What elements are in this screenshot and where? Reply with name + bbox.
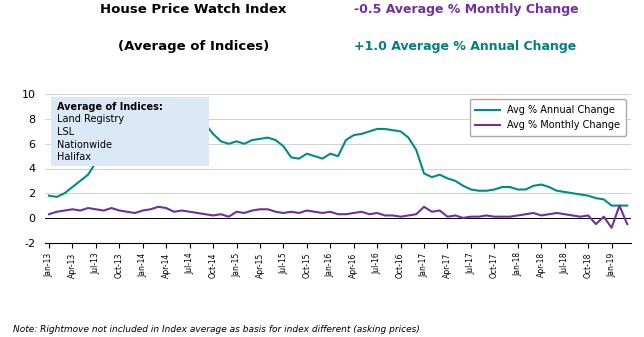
Avg % Annual Change bbox=[514, 187, 522, 191]
Line: Avg % Monthly Change: Avg % Monthly Change bbox=[49, 206, 627, 228]
Avg % Annual Change bbox=[608, 204, 616, 208]
Text: (Average of Indices): (Average of Indices) bbox=[118, 40, 269, 54]
Line: Avg % Annual Change: Avg % Annual Change bbox=[49, 111, 627, 206]
Avg % Monthly Change bbox=[623, 222, 631, 226]
Avg % Annual Change bbox=[529, 184, 537, 188]
Text: +1.0 Average % Annual Change: +1.0 Average % Annual Change bbox=[354, 40, 576, 54]
Avg % Monthly Change bbox=[608, 226, 616, 230]
Avg % Annual Change bbox=[491, 187, 498, 191]
Text: Note: Rightmove not included in Index average as basis for index different (aski: Note: Rightmove not included in Index av… bbox=[13, 325, 420, 334]
Avg % Monthly Change bbox=[561, 212, 569, 216]
Text: Land Registry: Land Registry bbox=[57, 114, 124, 124]
Avg % Annual Change bbox=[506, 185, 514, 189]
Avg % Annual Change bbox=[569, 191, 576, 195]
Text: LSL: LSL bbox=[57, 127, 74, 137]
Avg % Annual Change bbox=[45, 194, 53, 198]
Avg % Monthly Change bbox=[498, 215, 506, 219]
Legend: Avg % Annual Change, Avg % Monthly Change: Avg % Annual Change, Avg % Monthly Chang… bbox=[469, 99, 626, 136]
Avg % Monthly Change bbox=[45, 212, 53, 216]
Text: Halifax: Halifax bbox=[57, 152, 91, 162]
Avg % Monthly Change bbox=[616, 204, 623, 208]
Avg % Monthly Change bbox=[483, 213, 491, 217]
Avg % Monthly Change bbox=[522, 212, 529, 216]
Text: -0.5 Average % Monthly Change: -0.5 Average % Monthly Change bbox=[354, 3, 579, 17]
Text: Nationwide: Nationwide bbox=[57, 140, 112, 150]
Avg % Annual Change bbox=[92, 160, 100, 164]
Text: Average of Indices:: Average of Indices: bbox=[57, 102, 163, 112]
Text: House Price Watch Index: House Price Watch Index bbox=[100, 3, 287, 17]
Avg % Annual Change bbox=[623, 204, 631, 208]
FancyBboxPatch shape bbox=[51, 97, 209, 165]
Avg % Monthly Change bbox=[92, 207, 100, 211]
Avg % Monthly Change bbox=[506, 215, 514, 219]
Avg % Annual Change bbox=[170, 109, 178, 113]
